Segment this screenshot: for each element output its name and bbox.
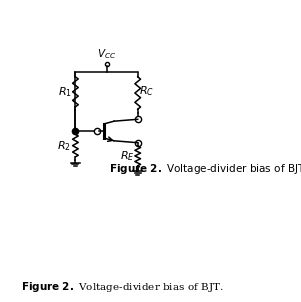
Text: $R_1$: $R_1$ [58, 85, 72, 99]
Text: $R_2$: $R_2$ [57, 139, 71, 153]
Text: $V_{CC}$: $V_{CC}$ [97, 47, 116, 61]
Text: $\mathbf{Figure\ 2.}$ Voltage-divider bias of BJT.: $\mathbf{Figure\ 2.}$ Voltage-divider bi… [21, 281, 224, 294]
Text: $R_E$: $R_E$ [120, 149, 135, 163]
Text: $R_C$: $R_C$ [139, 84, 154, 98]
Text: $\mathbf{Figure\ 2.}$$\rm{\ Voltage\text{-}divider\ bias\ of\ BJT.}$: $\mathbf{Figure\ 2.}$$\rm{\ Voltage\text… [109, 162, 301, 176]
